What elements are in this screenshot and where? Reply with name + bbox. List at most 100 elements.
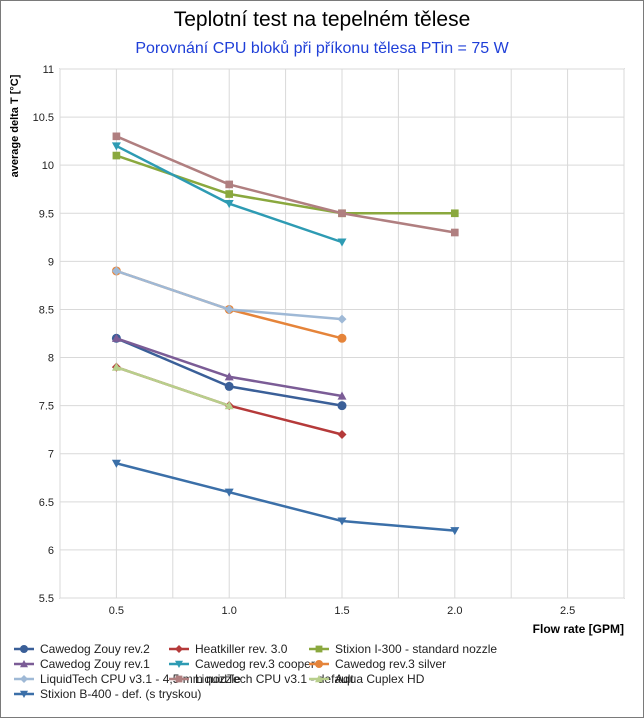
y-tick-label: 5.5 [39, 593, 54, 605]
data-point [337, 429, 347, 439]
x-tick-label: 1.5 [334, 605, 349, 617]
series-line [116, 462, 455, 532]
legend-item: Cawedog Zouy rev.2 [14, 641, 150, 657]
axes: 5.5 6 6.5 7 7.5 8 8.5 9 9.5 10 10.5 11 0.5 1.0 1.5 2.0 2… [33, 64, 576, 617]
legend-label: Cawedog Zouy rev.2 [40, 642, 150, 656]
x-tick-label: 1.0 [222, 605, 237, 617]
legend-label: LiquidTech CPU v3.1 - 4,5 mm nozzle [40, 672, 241, 686]
series-line [115, 135, 456, 234]
legend-marker [175, 660, 183, 668]
legend-swatch [14, 660, 34, 668]
data-point [225, 190, 234, 198]
y-tick-label: 11 [43, 64, 54, 76]
legend-label: Cawedog rev.3 silver [335, 657, 447, 671]
legend-marker [20, 690, 28, 698]
legend-swatch [309, 675, 329, 683]
data-point [337, 314, 347, 324]
y-tick-label: 6 [48, 545, 54, 557]
data-point [111, 333, 121, 342]
grid [59, 68, 625, 599]
data-point [112, 151, 121, 160]
y-tick-label: 8.5 [39, 304, 54, 316]
legend-swatch [14, 690, 34, 698]
data-point [112, 132, 121, 141]
legend-swatch [309, 645, 329, 653]
series-line [115, 365, 230, 407]
legend-swatch [169, 675, 189, 683]
series-3 [111, 333, 347, 400]
y-tick-label: 7 [48, 449, 54, 461]
legend-swatch [169, 660, 189, 668]
series-7 [112, 132, 459, 237]
legend-swatch [169, 645, 189, 653]
legend-label: Aqua Cuplex HD [335, 672, 425, 686]
legend-marker [315, 660, 323, 668]
series-layer [111, 132, 460, 536]
data-point [337, 333, 347, 343]
y-axis-label: average delta T [°C] [9, 74, 21, 177]
data-point [337, 238, 347, 247]
y-tick-label: 7.5 [39, 401, 54, 413]
data-point [225, 180, 234, 189]
y-tick-label: 8 [48, 353, 54, 365]
legend-label: Cawedog Zouy rev.1 [40, 657, 150, 671]
x-axis-label: Flow rate [GPM] [533, 622, 624, 636]
data-point [111, 362, 121, 371]
x-tick-label: 2.0 [447, 605, 462, 617]
data-point [450, 228, 459, 237]
legend-item: Cawedog rev.3 cooper [169, 656, 315, 672]
series-0 [111, 333, 347, 411]
legend-item: Cawedog Zouy rev.1 [14, 656, 150, 672]
series-4 [111, 142, 347, 247]
y-tick-label: 6.5 [39, 497, 54, 509]
legend-item: Stixion I-300 - standard nozzle [309, 641, 497, 657]
legend-label: LiquidTech CPU v3.1 - default [195, 672, 354, 686]
legend-swatch [14, 675, 34, 683]
y-tick-label: 10.5 [33, 112, 54, 124]
legend-item: Stixion B-400 - def. (s tryskou) [14, 686, 201, 702]
data-point [337, 401, 347, 411]
data-point [111, 142, 121, 151]
legend-label: Stixion I-300 - standard nozzle [335, 642, 498, 656]
x-tick-label: 2.5 [560, 605, 575, 617]
legend-item: LiquidTech CPU v3.1 - default [169, 671, 354, 687]
legend-label: Stixion B-400 - def. (s tryskou) [40, 687, 202, 701]
data-point [224, 381, 234, 391]
legend-marker [20, 660, 28, 668]
y-tick-label: 10 [42, 160, 54, 172]
y-tick-label: 9.5 [39, 208, 54, 220]
legend-item: Aqua Cuplex HD [309, 671, 424, 687]
legend-marker [20, 675, 28, 683]
legend-marker [175, 645, 183, 653]
series-9 [111, 459, 460, 536]
legend-item: LiquidTech CPU v3.1 - 4,5 mm nozzle [14, 671, 241, 687]
legend-item: Heatkiller rev. 3.0 [169, 641, 287, 657]
series-8 [111, 362, 234, 410]
series-6 [111, 266, 347, 324]
data-point [111, 266, 121, 276]
data-point [450, 209, 459, 218]
data-point [224, 372, 234, 381]
legend-marker [315, 675, 323, 683]
legend-marker [20, 645, 28, 653]
data-point [224, 304, 234, 314]
data-point [337, 391, 347, 400]
x-tick-label: 0.5 [109, 605, 124, 617]
y-tick-label: 9 [48, 256, 54, 268]
legend-label: Cawedog rev.3 cooper [195, 657, 315, 671]
data-point [224, 488, 234, 497]
data-point [450, 527, 460, 536]
legend-swatch [14, 645, 34, 653]
legend-label: Heatkiller rev. 3.0 [195, 642, 288, 656]
data-point [338, 209, 346, 218]
legend-swatch [309, 660, 329, 668]
data-point [337, 517, 347, 526]
legend-item: Cawedog rev.3 silver [309, 656, 446, 672]
chart-title: Teplotní test na tepelném tělese [173, 8, 471, 31]
legend-marker [175, 675, 183, 683]
chart-subtitle: Porovnání CPU bloků při příkonu tělesa P… [135, 40, 509, 57]
data-point [111, 459, 121, 468]
data-point [224, 200, 234, 209]
data-point [224, 401, 234, 410]
